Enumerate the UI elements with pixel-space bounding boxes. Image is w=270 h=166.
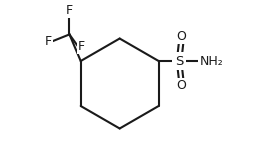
Text: NH₂: NH₂: [200, 54, 223, 68]
Text: O: O: [176, 79, 186, 92]
Text: F: F: [66, 4, 73, 17]
Text: F: F: [45, 35, 52, 48]
Text: O: O: [176, 30, 186, 43]
Text: F: F: [78, 40, 85, 53]
Text: S: S: [175, 54, 183, 68]
